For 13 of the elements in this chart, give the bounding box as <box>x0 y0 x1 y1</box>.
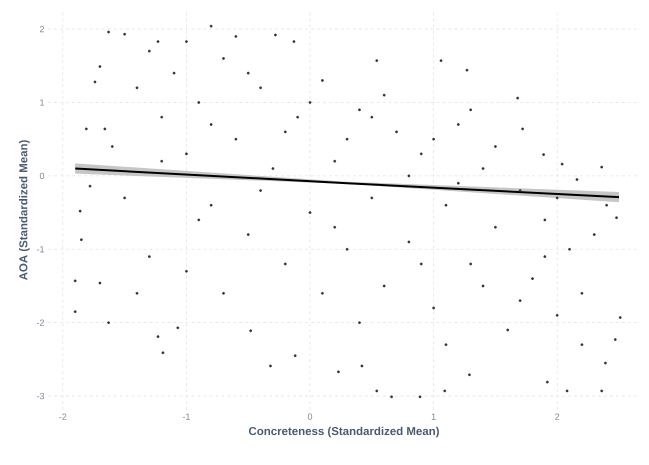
x-tick-label: -2 <box>59 414 66 420</box>
y-tick-label: -3 <box>36 392 44 400</box>
x-axis-title: Concreteness (Standardized Mean) <box>248 426 439 438</box>
y-tick-label: 2 <box>40 26 44 32</box>
y-tick-label: -1 <box>36 246 44 252</box>
y-tick-label: 0 <box>40 172 44 180</box>
x-tick-label: 2 <box>555 414 560 420</box>
y-tick-label: 1 <box>40 99 44 106</box>
x-tick-label: -1 <box>182 414 190 420</box>
y-axis-title: AOA (Standardized Mean) <box>18 140 30 280</box>
x-tick-label: 1 <box>432 414 436 420</box>
x-tick-label: 0 <box>308 414 312 420</box>
y-tick-label: -2 <box>36 320 44 326</box>
